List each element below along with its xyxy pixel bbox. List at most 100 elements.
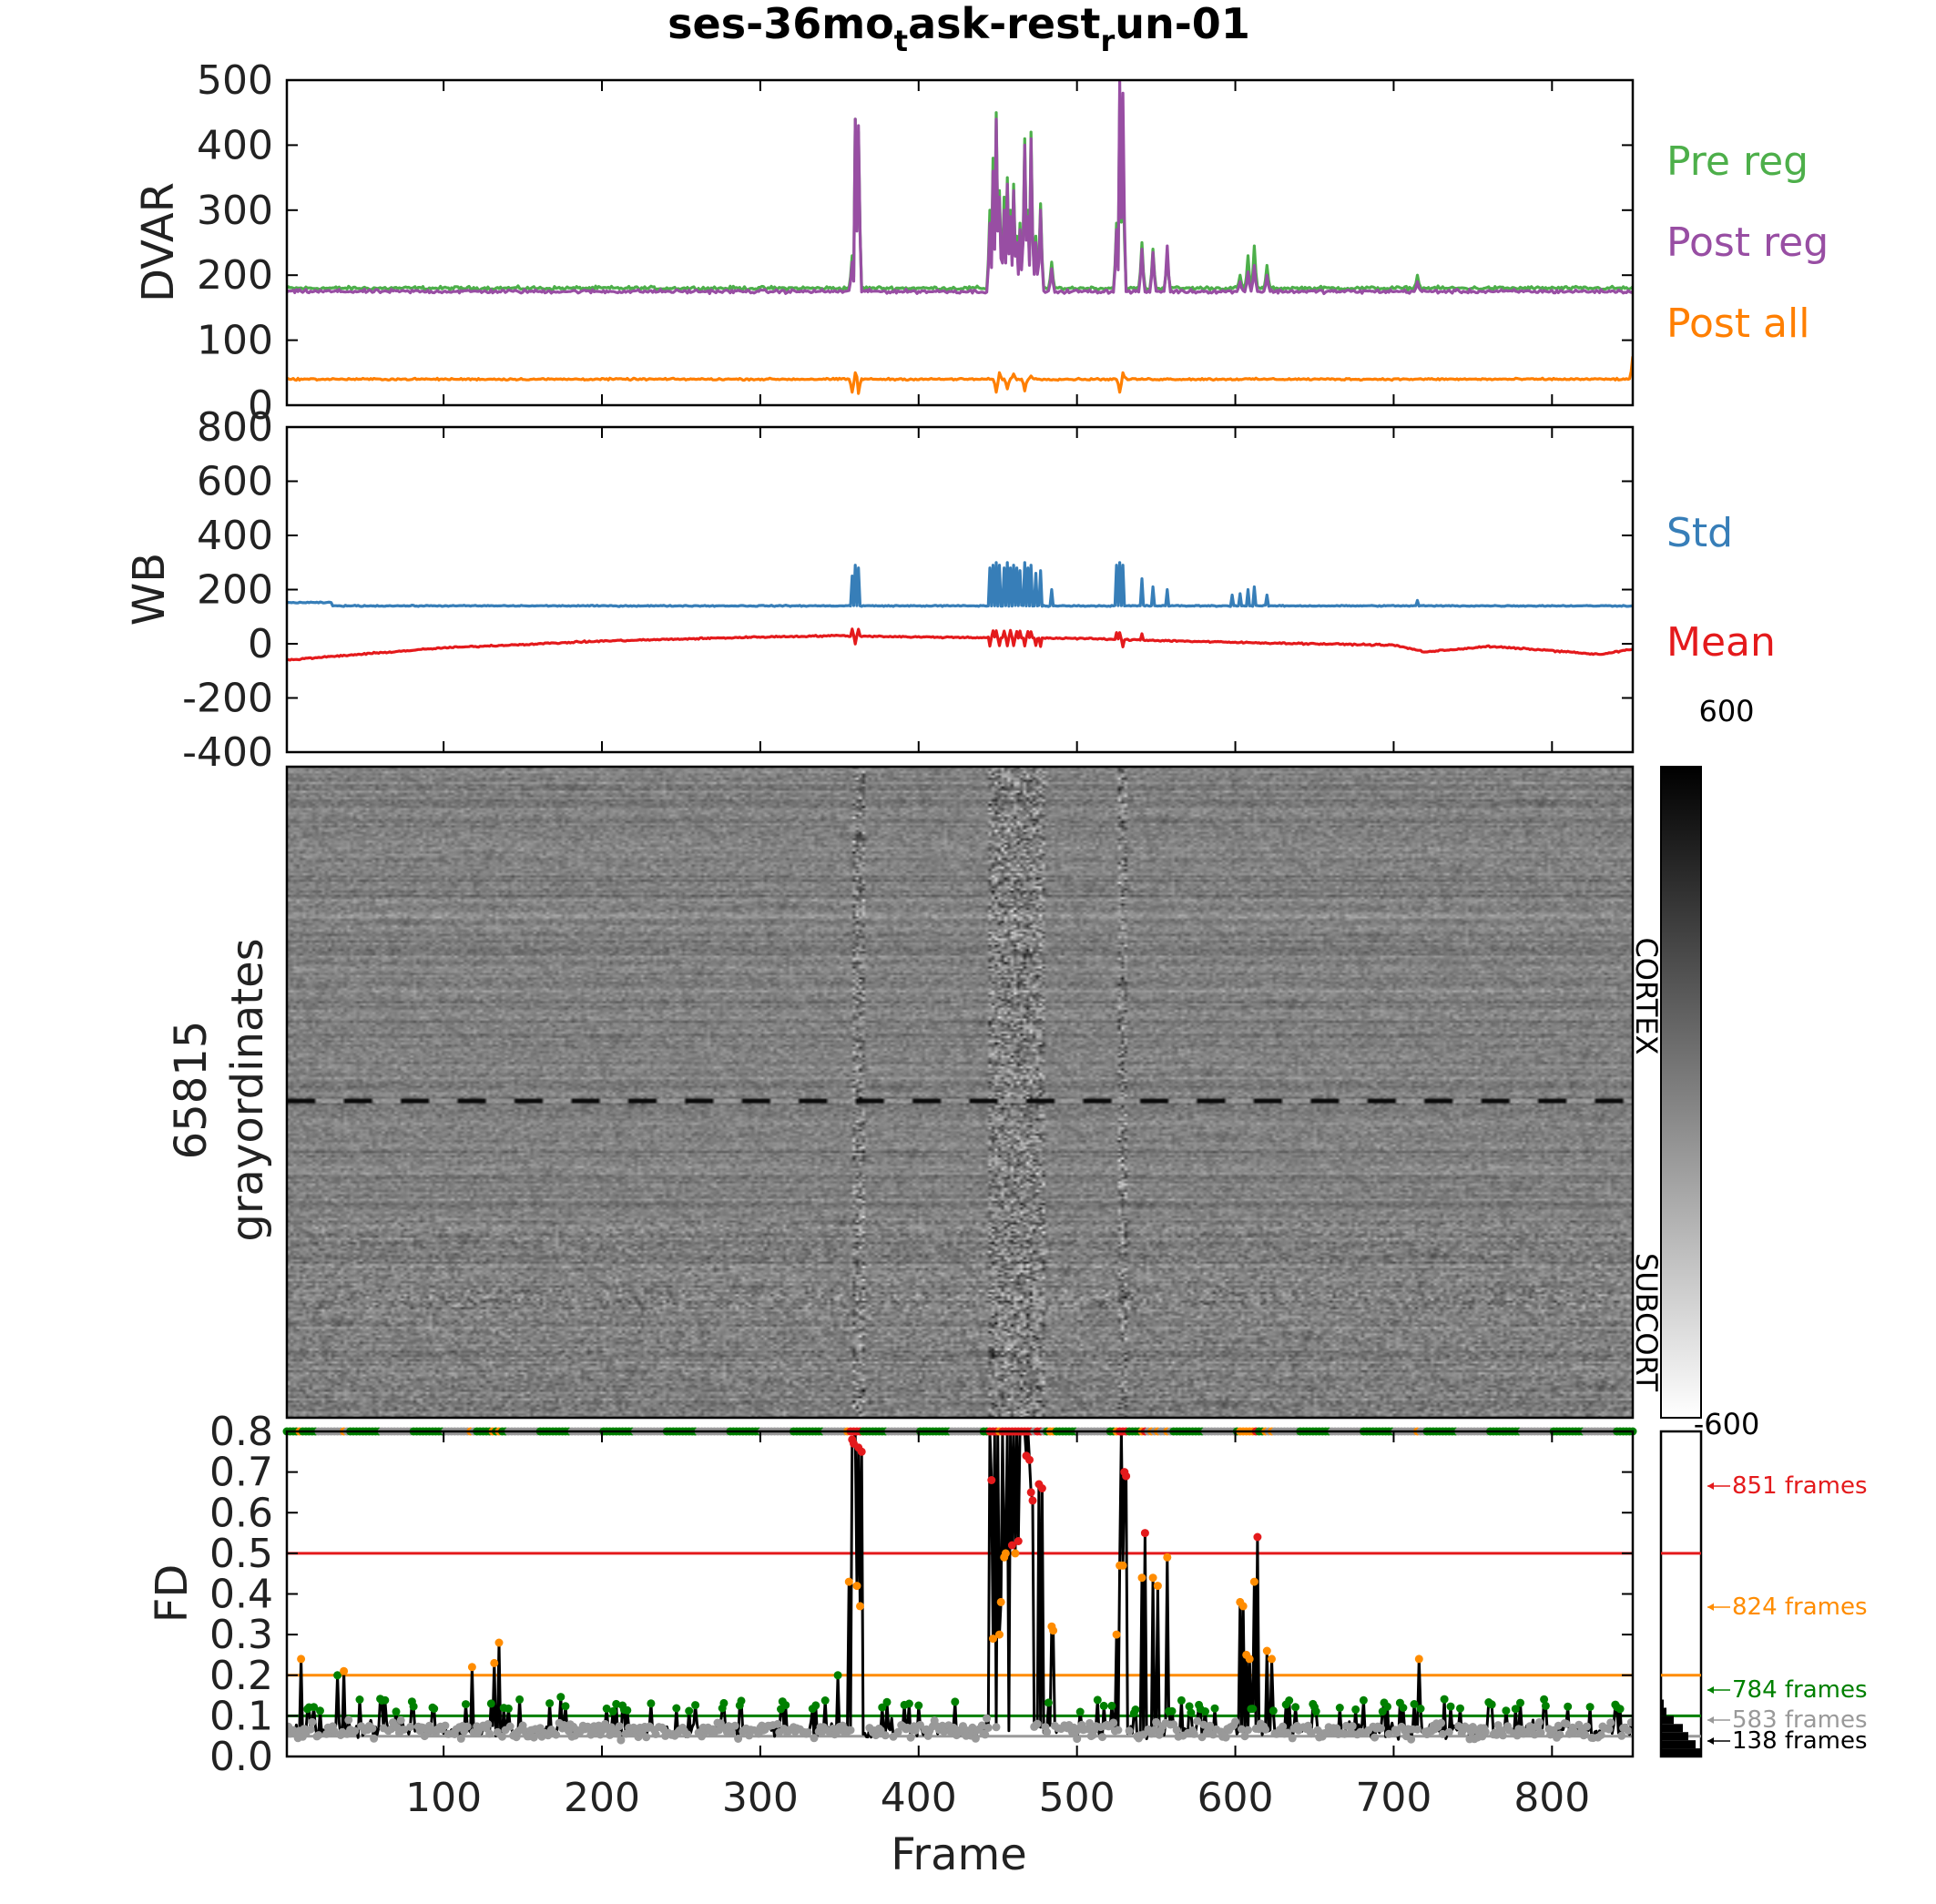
fd-point <box>556 1693 566 1702</box>
frame-count-arrowhead <box>1707 1604 1714 1611</box>
fd-point <box>1583 1722 1592 1731</box>
fd-point <box>1341 1721 1350 1730</box>
dvar-ytick-label: 0 <box>248 382 273 429</box>
dvar-series-pre-reg <box>287 97 1633 292</box>
wb-panel: -400 -200 0 200 400 600 800 WB Std Mean <box>124 404 1776 776</box>
fd-point <box>1112 1630 1121 1639</box>
fd-point <box>430 1705 439 1713</box>
fd-point <box>1384 1729 1393 1738</box>
fd-point <box>1245 1655 1254 1664</box>
structure-label-subcort: SUBCORT <box>1629 1253 1664 1392</box>
fd-point <box>1370 1733 1380 1742</box>
legend-std: Std <box>1666 510 1733 556</box>
fd-point <box>1513 1731 1522 1740</box>
fd-histogram-bar <box>1661 1724 1683 1733</box>
fd-point <box>1238 1602 1248 1611</box>
fd-point <box>1596 1731 1605 1739</box>
fd-point <box>1193 1716 1202 1726</box>
fd-point <box>1118 1561 1127 1570</box>
fd-point <box>1249 1577 1258 1586</box>
fd-point <box>1172 1726 1181 1735</box>
fd-point <box>1011 1549 1020 1558</box>
fd-point <box>734 1735 743 1743</box>
dvar-ytick-label: 500 <box>197 57 273 104</box>
dvar-ytick-label: 300 <box>197 188 273 234</box>
fd-point <box>616 1736 626 1745</box>
fd-point <box>1114 1726 1123 1735</box>
frame-count-label: 851 frames <box>1732 1472 1868 1500</box>
figure-title: ses-36motask-restrun-01 <box>667 0 1250 58</box>
fd-point <box>803 1728 812 1736</box>
fd-point <box>728 1727 737 1736</box>
fd-point <box>1125 1726 1134 1736</box>
wb-ylabel: WB <box>124 553 175 626</box>
fd-point <box>467 1663 476 1672</box>
fd-point <box>1541 1701 1550 1710</box>
fd-point <box>1253 1532 1262 1542</box>
fd-point <box>1348 1722 1357 1731</box>
fd-point <box>1028 1496 1037 1505</box>
fd-point <box>1437 1718 1446 1727</box>
fd-point <box>561 1702 570 1711</box>
fd-point <box>781 1701 790 1710</box>
fd-point <box>1383 1702 1391 1711</box>
wb-axes-frame <box>285 425 1635 754</box>
fd-point <box>719 1698 729 1707</box>
x-tick-label: 300 <box>722 1775 799 1821</box>
x-axis-label: Frame <box>891 1829 1027 1880</box>
fd-point <box>1075 1707 1085 1716</box>
dvar-ytick-label: 200 <box>197 252 273 299</box>
fd-point <box>914 1701 923 1710</box>
dvar-panel: 0 100 200 300 400 500 DVAR Pre reg Post reg P… <box>133 57 1829 429</box>
fd-point <box>1288 1734 1297 1743</box>
fd-point <box>1189 1729 1198 1738</box>
colorbar-max-label: 600 <box>1698 694 1754 728</box>
fd-point <box>1407 1735 1416 1744</box>
fd-point <box>1605 1725 1614 1734</box>
fd-point <box>642 1733 651 1742</box>
fd-point <box>484 1720 493 1728</box>
x-tick-label: 700 <box>1355 1775 1432 1821</box>
fd-point <box>1210 1704 1219 1713</box>
fd-point <box>1413 1725 1421 1734</box>
fd-point <box>1044 1698 1053 1707</box>
fd-point <box>1098 1733 1106 1742</box>
fd-point <box>462 1700 470 1709</box>
heatmap-ylabel-grayordinates: grayordinates <box>222 938 273 1241</box>
wb-ytick-label: 200 <box>197 567 273 614</box>
fd-point <box>344 1716 353 1725</box>
fd-point <box>310 1703 319 1712</box>
wb-ytick-label: -400 <box>182 729 273 776</box>
fd-point <box>995 1630 1004 1639</box>
fd-point <box>1244 1726 1252 1735</box>
fd-point <box>1153 1582 1162 1591</box>
fd-point <box>1140 1529 1149 1538</box>
fd-point <box>1615 1705 1625 1714</box>
fd-point <box>1540 1695 1549 1704</box>
fd-point <box>612 1699 621 1708</box>
fd-point <box>1554 1721 1563 1730</box>
fd-point <box>1167 1706 1177 1716</box>
fd-point <box>505 1722 515 1731</box>
fd-point <box>881 1731 890 1740</box>
fd-point <box>1049 1626 1058 1635</box>
fd-point <box>1359 1695 1368 1705</box>
grayordinates-panel: 65815 grayordinates CORTEX SUBCORT 600 -… <box>166 694 1759 1441</box>
fd-point <box>602 1704 611 1713</box>
legend-mean: Mean <box>1666 619 1776 666</box>
fd-point <box>351 1726 360 1736</box>
frame-count-arrowhead <box>1707 1716 1714 1724</box>
fd-point <box>987 1476 996 1484</box>
fd-point <box>314 1731 323 1740</box>
fd-point <box>621 1729 630 1738</box>
fd-point <box>1285 1696 1294 1705</box>
fd-histogram-bar <box>1661 1740 1696 1749</box>
frame-count-label: 784 frames <box>1732 1676 1868 1704</box>
fd-point <box>1416 1705 1425 1713</box>
fd-point <box>333 1671 342 1680</box>
fd-point <box>1201 1707 1209 1716</box>
fd-ytick-label: 0.2 <box>209 1653 273 1699</box>
fd-point <box>1269 1706 1278 1716</box>
fd-point <box>1037 1484 1046 1492</box>
